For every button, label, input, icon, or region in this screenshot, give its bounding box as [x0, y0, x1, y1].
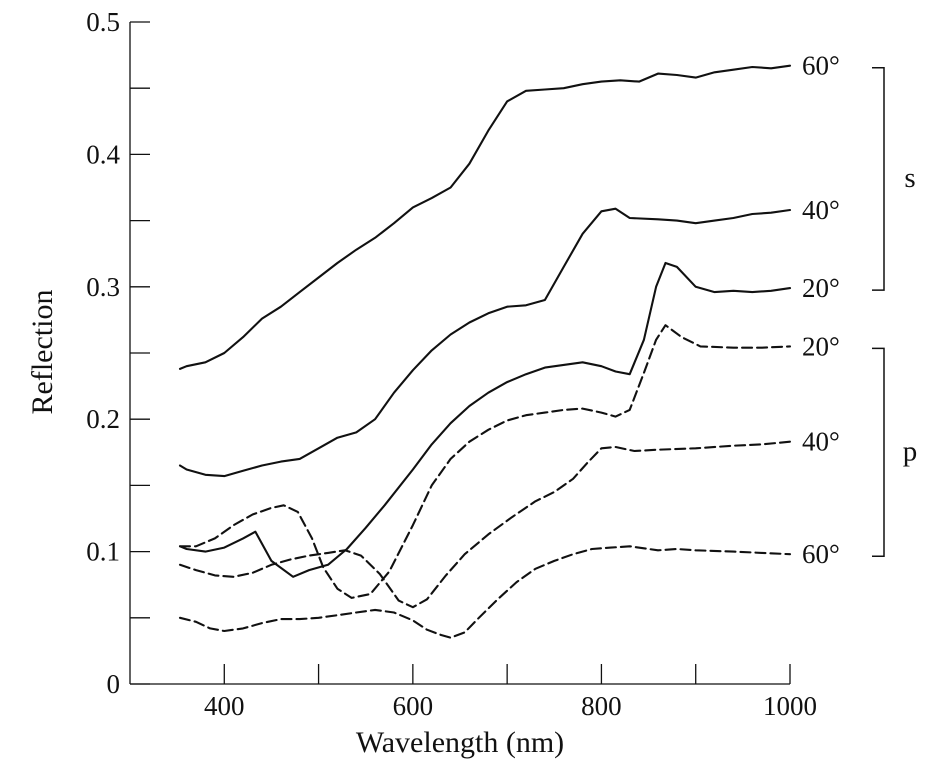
series-line-s-60 — [178, 64, 792, 370]
group-brackets: sp — [872, 66, 918, 557]
y-tick-label: 0 — [107, 669, 121, 699]
series-label-p-60: 60° — [802, 539, 840, 569]
series-label-s-60: 60° — [802, 51, 840, 81]
y-axis-title: Reflection — [26, 290, 59, 415]
series-line-p-20 — [178, 324, 792, 599]
group-bracket-p — [872, 347, 885, 557]
series-line-p-60 — [178, 545, 792, 639]
series-label-p-20: 20° — [802, 331, 840, 361]
series-labels: 60° 40° 20° 20° 40° 60° — [802, 51, 840, 570]
series-label-s-20: 20° — [802, 273, 840, 303]
x-tick-label: 400 — [204, 691, 245, 721]
y-tick-label: 0.3 — [86, 272, 120, 302]
group-label-p: p — [903, 435, 918, 467]
group-label-s: s — [904, 162, 915, 194]
series-line-s-20 — [178, 261, 792, 578]
group-bracket-s — [872, 66, 885, 291]
series-line-s-40 — [178, 207, 792, 478]
x-tick-label: 600 — [393, 691, 434, 721]
axes: 0 0.1 0.2 0.3 0.4 0.5 400 600 800 1000 — [86, 7, 817, 721]
x-tick-label: 1000 — [763, 691, 817, 721]
y-tick-label: 0.5 — [86, 7, 120, 37]
y-tick-label: 0.4 — [86, 139, 120, 169]
x-tick-label: 800 — [581, 691, 622, 721]
series-line-p-40 — [178, 440, 792, 609]
series-label-s-40: 40° — [802, 195, 840, 225]
plot-area — [178, 64, 792, 639]
series-label-p-40: 40° — [802, 427, 840, 457]
x-axis-title: Wavelength (nm) — [356, 726, 564, 759]
y-tick-label: 0.2 — [86, 404, 120, 434]
y-tick-label: 0.1 — [86, 537, 120, 567]
